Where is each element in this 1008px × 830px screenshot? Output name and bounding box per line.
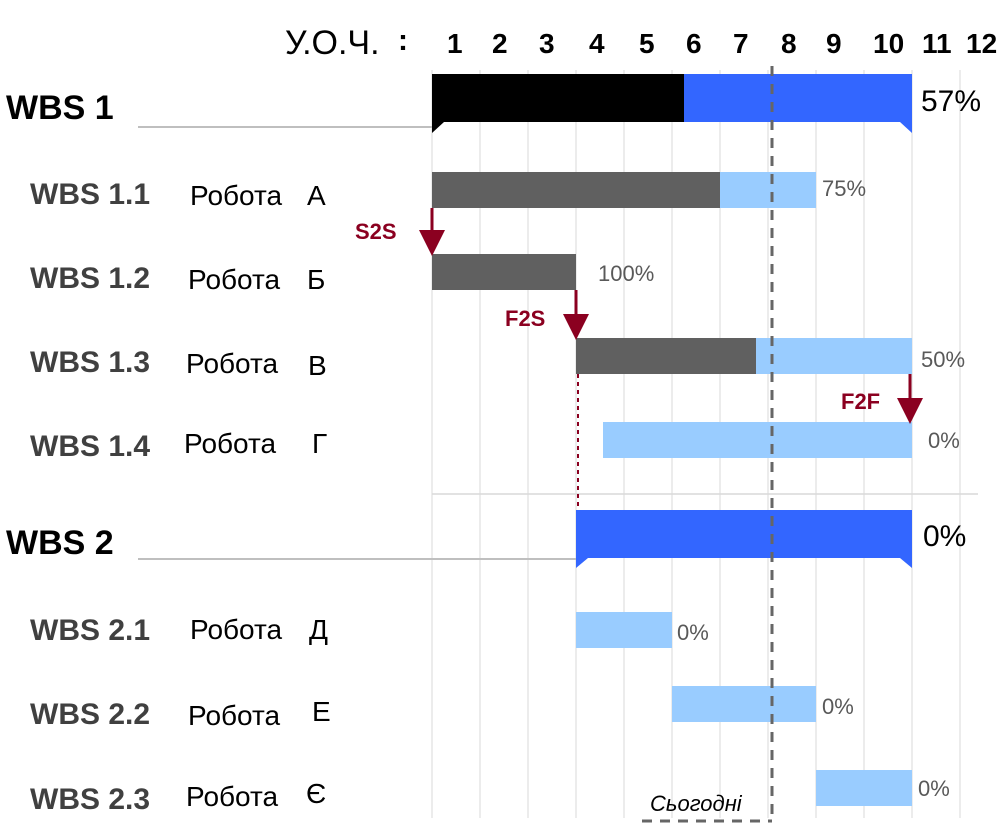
progress-wbs-1-1: 75% bbox=[822, 176, 867, 201]
units-label: У.О.Ч. bbox=[285, 24, 380, 62]
period-3: 3 bbox=[539, 28, 555, 59]
task-letter-wbs-2-3: Є bbox=[306, 778, 327, 809]
progress-wbs-2: 0% bbox=[923, 520, 967, 553]
dependency-s2s-arrow bbox=[419, 208, 445, 256]
phase-code-wbs-2: WBS 2 bbox=[6, 524, 114, 562]
period-12: 12 bbox=[966, 28, 998, 59]
task-word-wbs-1-1: Робота bbox=[190, 180, 283, 211]
period-5: 5 bbox=[639, 28, 655, 59]
bar-wbs-1-4 bbox=[603, 422, 912, 458]
task-code-wbs-1-1: WBS 1.1 bbox=[30, 178, 151, 211]
phase-code-wbs-1: WBS 1 bbox=[6, 89, 114, 127]
bar-wbs-1 bbox=[432, 74, 912, 133]
task-letter-wbs-1-1: А bbox=[307, 180, 326, 211]
dependency-f2f-arrow bbox=[897, 374, 923, 424]
task-word-wbs-2-2: Робота bbox=[188, 700, 281, 731]
dependency-f2s-label: F2S bbox=[505, 306, 546, 331]
period-10: 10 bbox=[873, 28, 905, 59]
dependency-f2f-label: F2F bbox=[841, 389, 881, 414]
task-word-wbs-2-3: Робота bbox=[186, 781, 279, 812]
task-letter-wbs-2-2: Е bbox=[312, 696, 331, 727]
task-code-wbs-1-3: WBS 1.3 bbox=[30, 346, 151, 379]
task-code-wbs-2-2: WBS 2.2 bbox=[30, 698, 151, 731]
period-8: 8 bbox=[781, 28, 797, 59]
bar-wbs-2-1 bbox=[576, 612, 672, 648]
bar-wbs-2-2 bbox=[672, 686, 816, 722]
bar-wbs-1-1 bbox=[432, 172, 816, 208]
dependency-f2s-arrow bbox=[563, 290, 589, 340]
today-label: Сьогодні bbox=[650, 791, 742, 816]
task-code-wbs-1-4: WBS 1.4 bbox=[30, 430, 151, 463]
progress-wbs-2-2: 0% bbox=[822, 694, 854, 719]
task-letter-wbs-1-4: Г bbox=[312, 428, 328, 459]
bar-wbs-1-2 bbox=[432, 254, 576, 290]
task-word-wbs-1-3: Робота bbox=[186, 348, 279, 379]
period-7: 7 bbox=[733, 28, 749, 59]
task-code-wbs-2-3: WBS 2.3 bbox=[30, 783, 151, 816]
task-code-wbs-1-2: WBS 1.2 bbox=[30, 262, 151, 295]
period-4: 4 bbox=[589, 28, 605, 59]
progress-wbs-2-3: 0% bbox=[918, 776, 950, 801]
progress-wbs-1: 57% bbox=[921, 85, 982, 118]
period-1: 1 bbox=[447, 28, 463, 59]
period-6: 6 bbox=[686, 28, 702, 59]
task-word-wbs-1-2: Робота bbox=[188, 264, 281, 295]
period-11: 11 bbox=[922, 28, 952, 59]
task-code-wbs-2-1: WBS 2.1 bbox=[30, 614, 151, 647]
dependency-s2s-label: S2S bbox=[355, 219, 397, 244]
task-word-wbs-2-1: Робота bbox=[190, 614, 283, 645]
progress-wbs-1-4: 0% bbox=[928, 428, 960, 453]
task-letter-wbs-1-3: В bbox=[308, 350, 327, 381]
progress-wbs-2-1: 0% bbox=[677, 620, 709, 645]
task-letter-wbs-1-2: Б bbox=[307, 264, 326, 295]
period-2: 2 bbox=[492, 28, 508, 59]
bar-wbs-1-3 bbox=[576, 338, 912, 374]
task-word-wbs-1-4: Робота bbox=[184, 428, 277, 459]
period-9: 9 bbox=[826, 28, 842, 59]
task-letter-wbs-2-1: Д bbox=[309, 614, 328, 645]
progress-wbs-1-2: 100% bbox=[598, 261, 655, 286]
bar-wbs-2-3 bbox=[816, 770, 912, 806]
units-colon: : bbox=[398, 24, 408, 57]
bar-wbs-2 bbox=[576, 510, 912, 568]
progress-wbs-1-3: 50% bbox=[921, 347, 966, 372]
today-marker bbox=[642, 66, 774, 823]
